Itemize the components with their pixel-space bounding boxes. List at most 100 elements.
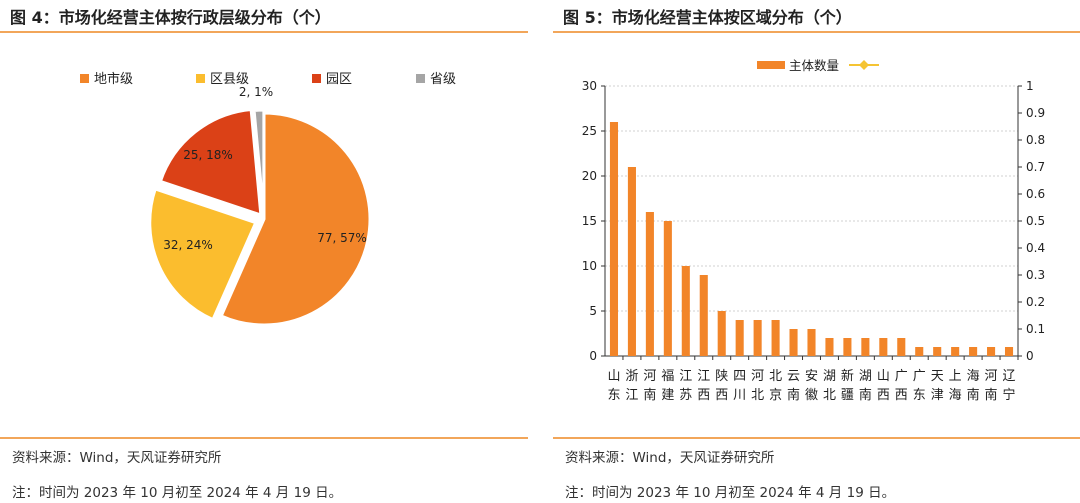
bar-河南 xyxy=(987,347,996,356)
x-tick-label: 天津 xyxy=(931,369,944,403)
bar-陕西 xyxy=(717,311,726,356)
bar-北京 xyxy=(771,320,780,356)
bar-湖南 xyxy=(861,338,870,356)
bar-江苏 xyxy=(681,266,690,356)
pie-legend-label: 省级 xyxy=(430,72,456,87)
pie-slice-1 xyxy=(148,187,258,322)
x-tick-label: 湖南 xyxy=(859,369,872,403)
left-figure-panel: 图 4：市场化经营主体按行政层级分布（个） 地市级 区县级 园区 省级 77, 57%… xyxy=(0,0,528,503)
pie-data-label: 32, 24% xyxy=(163,238,213,252)
x-tick-label: 福建 xyxy=(661,369,674,403)
x-tick-label: 河南 xyxy=(985,369,998,403)
bar-福建 xyxy=(663,221,672,356)
x-tick-label: 河北 xyxy=(751,369,764,403)
x-tick-label: 浙江 xyxy=(625,369,638,403)
bar-y-ticks: 0 5 10 15 20 25 30 xyxy=(582,79,605,363)
x-tick-label: 四川 xyxy=(733,369,746,403)
y2-tick-label: 0 xyxy=(1026,349,1034,363)
pie-legend-label: 区县级 xyxy=(210,72,249,87)
bar-legend-label: 主体数量 xyxy=(789,58,839,73)
pie-slice-0 xyxy=(219,111,372,327)
y2-tick-label: 0.6 xyxy=(1026,187,1045,201)
bar-上海 xyxy=(951,347,960,356)
bar-山西 xyxy=(879,338,888,356)
y2-tick-label: 0.9 xyxy=(1026,106,1045,120)
y-tick-label: 0 xyxy=(589,349,597,363)
bar-chart: 主体数量 0 5 10 15 20 25 30 0 0.1 0.2 0.3 0.4 0.5 0.6 0.7… xyxy=(582,58,1045,403)
bar-广东 xyxy=(915,347,924,356)
bar-浙江 xyxy=(627,167,636,356)
bar-x-ticks: 山东浙江河南福建江苏江西陕西四川河北北京云南安徽湖北新疆湖南山西广西广东天津上海… xyxy=(607,356,1019,403)
y2-tick-label: 0.4 xyxy=(1026,241,1045,255)
x-tick-label: 广西 xyxy=(895,369,908,403)
pie-chart: 地市级 区县级 园区 省级 77, 57% 32, 24% 25, 18% 2, 1% xyxy=(80,71,456,327)
right-title-rule xyxy=(553,31,1080,33)
left-source-rule xyxy=(0,437,528,439)
pie-slice-2 xyxy=(158,107,263,218)
bar-安徽 xyxy=(807,329,816,356)
y2-tick-label: 0.7 xyxy=(1026,160,1045,174)
bar-四川 xyxy=(735,320,744,356)
x-tick-label: 陕西 xyxy=(715,369,728,403)
x-tick-label: 山西 xyxy=(877,369,890,403)
x-tick-label: 河南 xyxy=(643,369,656,403)
pie-legend-label: 地市级 xyxy=(94,71,133,87)
y-tick-label: 30 xyxy=(582,79,597,93)
x-tick-label: 北京 xyxy=(769,369,782,403)
bar-江西 xyxy=(699,275,708,356)
bar-辽宁 xyxy=(1004,347,1014,356)
bar-legend-swatch xyxy=(757,61,785,69)
bar-河南 xyxy=(645,212,654,356)
pie-legend-swatch xyxy=(312,74,321,83)
bar-series xyxy=(609,122,1014,356)
y2-tick-label: 0.2 xyxy=(1026,295,1045,309)
y2-tick-label: 1 xyxy=(1026,79,1034,93)
y-tick-label: 15 xyxy=(582,214,597,228)
left-title-rule xyxy=(0,31,528,33)
right-source-text: 资料来源：Wind，天风证券研究所 xyxy=(565,450,775,466)
bar-湖北 xyxy=(825,338,834,356)
x-tick-label: 辽宁 xyxy=(1003,369,1016,403)
x-tick-label: 广东 xyxy=(913,369,926,403)
left-note-text: 注：时间为 2023 年 10 月初至 2024 年 4 月 19 日。 xyxy=(12,485,343,501)
pie-legend-swatch xyxy=(80,74,89,83)
bar-y2-ticks: 0 0.1 0.2 0.3 0.4 0.5 0.6 0.7 0.8 0.9 1 xyxy=(1018,79,1045,363)
left-figure-title: 图 4：市场化经营主体按行政层级分布（个） xyxy=(10,8,331,27)
x-tick-label: 上海 xyxy=(949,369,962,403)
bar-河北 xyxy=(753,320,762,356)
right-figure-title: 图 5：市场化经营主体按区域分布（个） xyxy=(563,8,852,27)
pie-data-label: 25, 18% xyxy=(183,148,233,162)
left-source-text: 资料来源：Wind，天风证券研究所 xyxy=(12,450,222,466)
pie-legend: 地市级 区县级 园区 省级 xyxy=(80,71,456,87)
x-tick-label: 海南 xyxy=(967,369,980,403)
bar-山东 xyxy=(609,122,619,356)
right-source-rule xyxy=(553,437,1080,439)
diamond-icon xyxy=(859,60,869,70)
x-tick-label: 江苏 xyxy=(679,369,692,403)
bar-天津 xyxy=(933,347,942,356)
y2-tick-label: 0.3 xyxy=(1026,268,1045,282)
x-tick-label: 安徽 xyxy=(805,369,818,403)
x-tick-label: 江西 xyxy=(697,369,710,403)
y-tick-label: 10 xyxy=(582,259,597,273)
pie-slice-3 xyxy=(252,108,266,217)
bar-gridlines xyxy=(605,85,1018,312)
pie-slices xyxy=(148,107,372,327)
x-tick-label: 山东 xyxy=(607,369,620,403)
pie-legend-swatch xyxy=(196,74,205,83)
bar-云南 xyxy=(789,329,798,356)
y2-tick-label: 0.1 xyxy=(1026,322,1045,336)
right-note-text: 注：时间为 2023 年 10 月初至 2024 年 4 月 19 日。 xyxy=(565,485,896,501)
pie-data-label: 77, 57% xyxy=(317,231,367,245)
pie-data-labels: 77, 57% 32, 24% 25, 18% 2, 1% xyxy=(163,85,367,252)
bar-legend: 主体数量 xyxy=(757,58,879,73)
bar-广西 xyxy=(897,338,906,356)
y2-tick-label: 0.5 xyxy=(1026,214,1045,228)
x-tick-label: 新疆 xyxy=(841,368,854,403)
y-tick-label: 25 xyxy=(582,124,597,138)
y2-tick-label: 0.8 xyxy=(1026,133,1045,147)
bar-新疆 xyxy=(843,338,852,356)
x-tick-label: 湖北 xyxy=(823,369,836,403)
pie-legend-swatch xyxy=(416,74,425,83)
